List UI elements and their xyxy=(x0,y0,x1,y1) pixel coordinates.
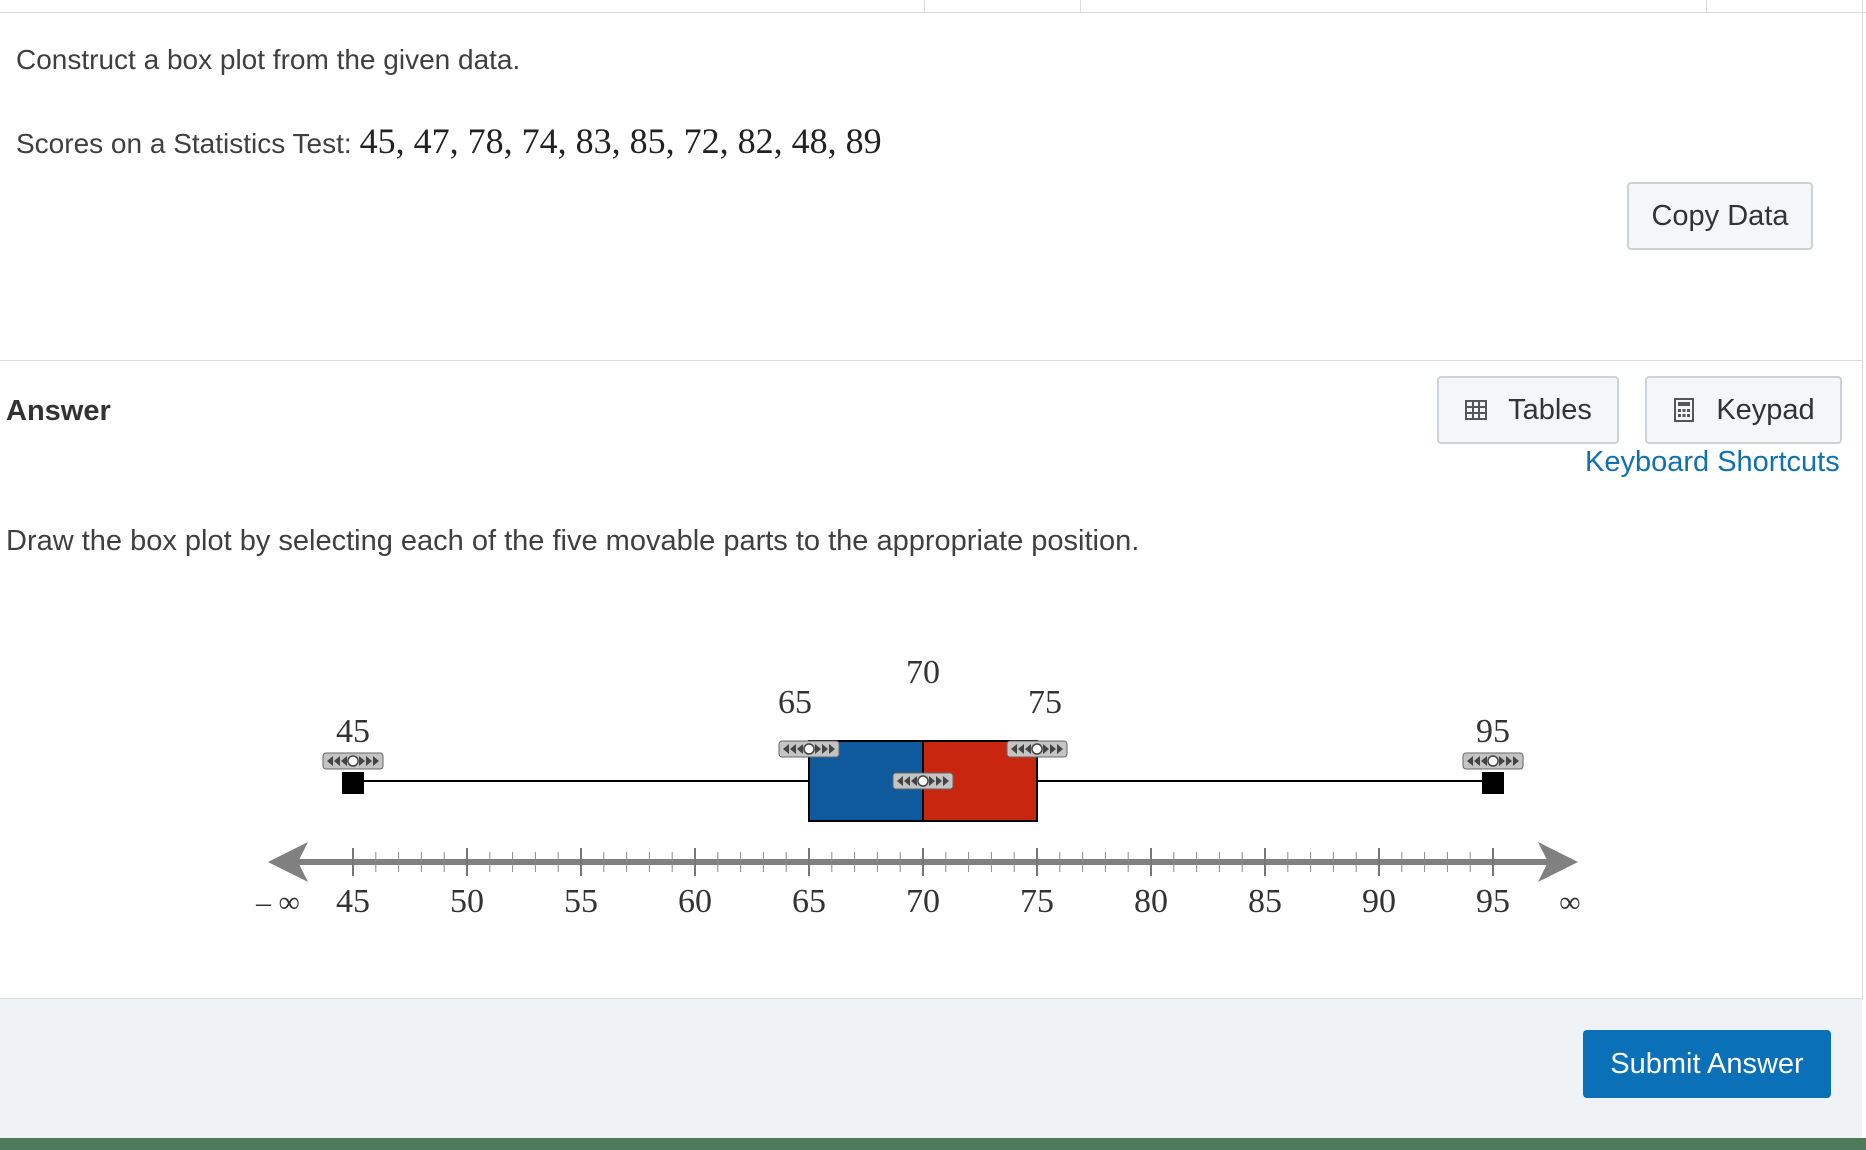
keyboard-shortcuts-link[interactable]: Keyboard Shortcuts xyxy=(1585,446,1840,478)
tick-label: 65 xyxy=(792,883,826,920)
max-value-label: 95 xyxy=(1476,713,1510,750)
box-plot-area: 45 65 70 75 95 – ∞ ∞ 45 50 55 60 65 70 75 80 85 9… xyxy=(255,654,1581,920)
left-arrow-icon xyxy=(268,842,308,882)
tick-label: 90 xyxy=(1362,883,1396,920)
tick-label: 70 xyxy=(906,883,940,920)
scores-values: 45, 47, 78, 74, 83, 85, 72, 82, 48, 89 xyxy=(359,121,882,161)
tables-label: Tables xyxy=(1508,393,1592,426)
table-icon xyxy=(1465,400,1488,420)
tick-label: 75 xyxy=(1020,883,1054,920)
tick-label: 50 xyxy=(450,883,484,920)
median-drag-handle[interactable] xyxy=(892,772,954,790)
question-prompt: Construct a box plot from the given data… xyxy=(16,44,521,75)
scores-label: Scores on a Statistics Test: xyxy=(16,128,352,159)
max-endpoint[interactable] xyxy=(1482,772,1504,794)
submit-answer-button[interactable]: Submit Answer xyxy=(1583,1030,1831,1098)
q3-drag-handle[interactable] xyxy=(1006,740,1068,758)
tick-label: 85 xyxy=(1248,883,1282,920)
footer-bar xyxy=(0,998,1862,1139)
min-value-label: 45 xyxy=(336,713,370,750)
q1-value-label: 65 xyxy=(778,684,812,721)
tick-label: 95 xyxy=(1476,883,1510,920)
keypad-button[interactable]: Keypad xyxy=(1645,376,1842,444)
tables-button[interactable]: Tables xyxy=(1437,376,1619,444)
number-line xyxy=(268,842,1578,882)
section-divider xyxy=(0,360,1862,361)
right-arrow-icon xyxy=(1538,842,1578,882)
calculator-icon xyxy=(1674,398,1695,422)
median-value-label: 70 xyxy=(906,654,940,691)
major-ticks xyxy=(352,848,1494,876)
negative-infinity-label: – ∞ xyxy=(255,886,300,919)
tick-label: 80 xyxy=(1134,883,1168,920)
scores-line: Scores on a Statistics Test: 45, 47, 78, … xyxy=(16,120,882,162)
tick-label: 60 xyxy=(678,883,712,920)
bottom-bar xyxy=(0,1138,1866,1150)
q1-drag-handle[interactable] xyxy=(778,740,840,758)
min-endpoint[interactable] xyxy=(342,772,364,794)
top-bar xyxy=(0,0,1866,13)
min-drag-handle[interactable] xyxy=(322,752,384,770)
q3-value-label: 75 xyxy=(1028,684,1062,721)
keypad-label: Keypad xyxy=(1716,393,1815,426)
tick-labels: 45 50 55 60 65 70 75 80 85 90 95 xyxy=(336,883,1510,920)
positive-infinity-label: ∞ xyxy=(1559,886,1580,919)
tick-label: 45 xyxy=(336,883,370,920)
answer-heading: Answer xyxy=(6,395,111,427)
max-drag-handle[interactable] xyxy=(1462,752,1524,770)
instruction-text: Draw the box plot by selecting each of t… xyxy=(6,525,1140,557)
copy-data-button[interactable]: Copy Data xyxy=(1627,182,1813,250)
panel-edge xyxy=(1862,0,1863,1000)
tick-label: 55 xyxy=(564,883,598,920)
